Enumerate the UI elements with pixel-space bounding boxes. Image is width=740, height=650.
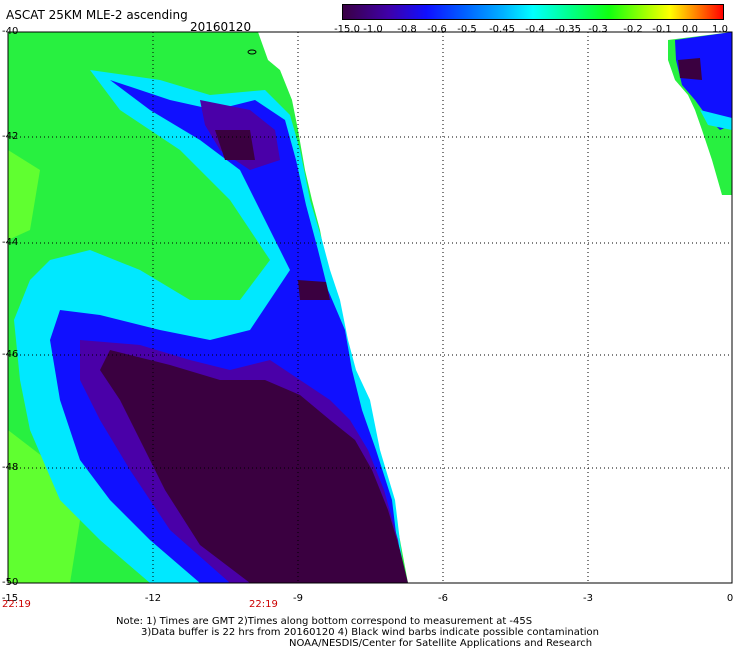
lat-label: -46 (2, 349, 19, 360)
data-swath (8, 32, 732, 583)
time-label: 22:19 (2, 599, 31, 610)
colorbar-tick: -0.2 (623, 24, 643, 35)
lon-label: -6 (438, 593, 448, 604)
colorbar-tick: -1.0 (363, 24, 383, 35)
wind-barb-marker (247, 49, 257, 55)
map-frame (7, 31, 733, 584)
colorbar-tick: -0.1 (652, 24, 672, 35)
colorbar-tick: -0.5 (457, 24, 477, 35)
lat-label: -42 (2, 131, 19, 142)
map-title: ASCAT 25KM MLE-2 ascending (6, 8, 188, 22)
note-line-3: NOAA/NESDIS/Center for Satellite Applica… (289, 638, 593, 649)
colorbar-tick: -0.3 (588, 24, 608, 35)
colorbar-tick: -0.35 (555, 24, 581, 35)
lat-label: -40 (2, 26, 19, 37)
colorbar-tick: -0.45 (489, 24, 515, 35)
colorbar-tick: -15.0 (334, 24, 360, 35)
lat-label: -44 (2, 237, 19, 248)
lon-label: -3 (583, 593, 593, 604)
lon-label: -12 (144, 593, 162, 604)
lon-label: -9 (293, 593, 303, 604)
lat-label: -48 (2, 462, 19, 473)
time-label: 22:19 (249, 599, 278, 610)
lon-label: 0 (726, 593, 734, 604)
colorbar-tick: 0.0 (682, 24, 698, 35)
colorbar-tick: -0.8 (397, 24, 417, 35)
colorbar-tick: 1.0 (712, 24, 728, 35)
note-line-1: Note: 1) Times are GMT 2)Times along bot… (116, 616, 533, 627)
map-date: 20160120 (190, 20, 252, 34)
colorbar-tick: -0.4 (525, 24, 545, 35)
grid-lines (8, 32, 732, 583)
colorbar-legend (342, 4, 724, 20)
lat-label: -50 (2, 577, 19, 588)
colorbar-tick: -0.6 (427, 24, 447, 35)
note-line-2: 3)Data buffer is 22 hrs from 20160120 4)… (141, 627, 599, 638)
lon-label: -15 (1, 593, 19, 604)
